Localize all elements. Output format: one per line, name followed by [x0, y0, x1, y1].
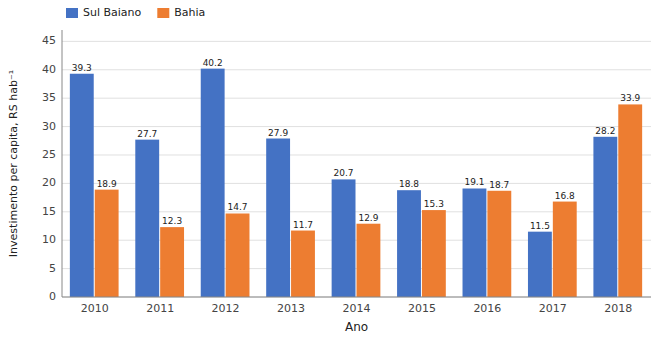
bar: [618, 104, 642, 297]
grid-line: [62, 69, 651, 70]
bar: [528, 232, 552, 297]
data-label: 27.9: [268, 128, 288, 138]
bar: [160, 227, 184, 297]
y-tick-label: 25: [42, 148, 56, 161]
grid-line: [62, 297, 651, 298]
plot-area: [62, 41, 651, 297]
bar: [397, 190, 421, 297]
grid-line: [62, 126, 651, 127]
y-axis-line: [62, 30, 63, 297]
bar: [201, 69, 225, 297]
bar: [332, 179, 356, 297]
data-label: 12.9: [358, 213, 378, 223]
y-tick-label: 15: [42, 205, 56, 218]
data-label: 39.3: [72, 63, 92, 73]
legend: Sul Baiano Bahia: [66, 6, 205, 19]
legend-swatch: [66, 8, 78, 18]
x-tick-label: 2017: [539, 302, 567, 315]
data-label: 40.2: [203, 58, 223, 68]
y-tick-label: 30: [42, 120, 56, 133]
x-tick-label: 2011: [146, 302, 174, 315]
bar: [226, 213, 250, 297]
grid-line: [62, 41, 651, 42]
y-axis-title: Investimento per capita, RS hab⁻¹: [7, 70, 20, 257]
x-tick-label: 2016: [473, 302, 501, 315]
data-label: 15.3: [424, 199, 444, 209]
data-label: 11.5: [530, 221, 550, 231]
data-label: 33.9: [620, 93, 640, 103]
y-tick-label: 40: [42, 63, 56, 76]
bar: [357, 224, 381, 297]
chart-svg: 0 5 10 15 20 25 30 35 40 45 39.3 27.7 40.2 27.9 20.7 18…: [0, 0, 663, 339]
bar: [291, 231, 315, 297]
x-tick-label: 2010: [81, 302, 109, 315]
x-tick-label: 2013: [277, 302, 305, 315]
x-axis-title: Ano: [345, 320, 368, 334]
y-tick-label: 0: [49, 290, 56, 303]
bar: [422, 210, 446, 297]
data-label: 14.7: [228, 202, 248, 212]
bars: [70, 69, 642, 297]
y-tick-label: 10: [42, 233, 56, 246]
x-tick-label: 2018: [604, 302, 632, 315]
chart-container: 0 5 10 15 20 25 30 35 40 45 39.3 27.7 40.2 27.9 20.7 18…: [0, 0, 663, 339]
data-label: 18.7: [489, 180, 509, 190]
bar: [135, 140, 159, 297]
y-tick-label: 20: [42, 176, 56, 189]
y-tick-label: 35: [42, 91, 56, 104]
data-label: 19.1: [464, 177, 484, 187]
data-label: 20.7: [334, 168, 354, 178]
data-label: 27.7: [137, 129, 157, 139]
bar: [593, 137, 617, 297]
x-tick-label: 2012: [212, 302, 240, 315]
grid-line: [62, 98, 651, 99]
x-axis-line: [62, 297, 651, 298]
bar: [553, 202, 577, 297]
bar: [463, 188, 487, 297]
bar: [70, 74, 94, 297]
data-label: 18.8: [399, 179, 419, 189]
bar: [95, 190, 119, 297]
data-label: 11.7: [293, 220, 313, 230]
legend-swatch: [157, 8, 169, 18]
page: {"chart_data": {"type": "bar", "xlabel":…: [0, 0, 663, 339]
data-labels: 39.3 27.7 40.2 27.9 20.7 18.8 19.1 11.5 28.2 18.9…: [72, 58, 641, 231]
bar: [266, 139, 290, 297]
legend-label: Bahia: [174, 6, 205, 19]
legend-label: Sul Baiano: [83, 6, 142, 19]
data-label: 18.9: [97, 179, 117, 189]
y-tick-label: 45: [42, 34, 56, 47]
data-label: 12.3: [162, 216, 182, 226]
data-label: 28.2: [595, 126, 615, 136]
x-tick-label: 2015: [408, 302, 436, 315]
y-tick-label: 5: [49, 262, 56, 275]
bar: [487, 191, 511, 297]
data-label: 16.8: [555, 191, 575, 201]
x-tick-label: 2014: [343, 302, 371, 315]
